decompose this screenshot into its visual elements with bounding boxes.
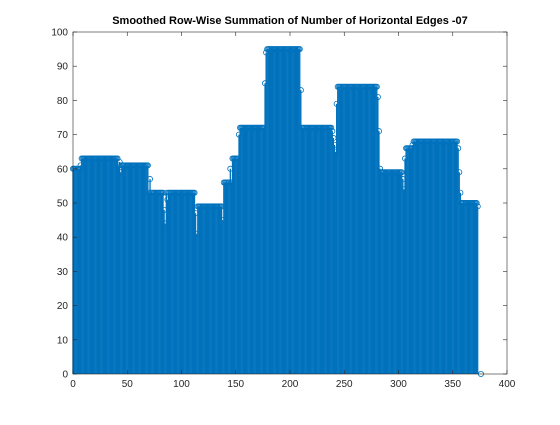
stem-marker <box>332 148 339 155</box>
stem-marker <box>297 87 304 94</box>
x-tick-label: 200 <box>282 379 299 390</box>
stem-lines <box>72 49 479 374</box>
stem-marker <box>191 189 198 196</box>
stem-marker <box>234 155 241 162</box>
stem-marker <box>164 196 171 203</box>
y-tick-label: 70 <box>57 130 69 141</box>
y-tick-label: 20 <box>57 301 69 312</box>
y-tick-label: 30 <box>57 267 69 278</box>
y-tick-label: 60 <box>57 164 69 175</box>
stem-marker <box>226 179 233 186</box>
x-axis: 0 50 100 150 200 250 300 350 400 <box>70 32 516 390</box>
y-tick-label: 100 <box>51 28 68 39</box>
x-tick-label: 50 <box>122 379 134 390</box>
chart-title: Smoothed Row-Wise Summation of Number of… <box>112 15 468 27</box>
stem-marker <box>236 131 243 138</box>
stem-marker <box>375 128 382 135</box>
stem-marker <box>147 176 154 183</box>
stem-marker <box>374 93 381 100</box>
stem-marker <box>328 124 335 131</box>
stem-marker <box>408 145 415 152</box>
y-tick-label: 0 <box>62 370 68 381</box>
stem-marker <box>329 128 336 135</box>
x-tick-label: 350 <box>444 379 461 390</box>
stem-marker <box>296 46 303 53</box>
stem-marker <box>219 217 226 224</box>
stem-marker <box>454 138 461 145</box>
stem-marker <box>400 186 407 193</box>
stem-marker <box>117 169 124 176</box>
stem-marker <box>456 169 463 176</box>
stem-marker <box>260 124 267 131</box>
y-tick-label: 40 <box>57 233 69 244</box>
stem-marker <box>228 179 235 186</box>
stem-marker <box>193 230 200 237</box>
stem-marker <box>227 165 234 172</box>
stem-marker <box>77 162 84 169</box>
stem-marker <box>455 145 462 152</box>
stem-marker <box>218 203 225 210</box>
y-axis: 0 10 20 30 40 50 60 70 80 90 100 <box>51 28 507 381</box>
x-tick-label: 150 <box>227 379 244 390</box>
stem-marker <box>473 199 480 206</box>
y-tick-label: 50 <box>57 199 69 210</box>
stem-marker <box>398 169 405 176</box>
x-tick-label: 250 <box>336 379 353 390</box>
stem-marker <box>333 100 340 107</box>
y-tick-label: 90 <box>57 62 69 73</box>
stem-marker <box>474 203 481 210</box>
y-tick-label: 80 <box>57 96 69 107</box>
stem-marker <box>144 162 151 169</box>
x-tick-label: 100 <box>173 379 190 390</box>
stem-marker <box>262 80 269 87</box>
y-tick-label: 10 <box>57 335 69 346</box>
stem-marker <box>399 176 406 183</box>
stem-marker <box>161 206 168 213</box>
x-tick-label: 400 <box>499 379 516 390</box>
x-tick-label: 300 <box>390 379 407 390</box>
stem-marker <box>373 83 380 90</box>
stem-marker <box>162 220 169 227</box>
stem-marker <box>457 189 464 196</box>
stem-marker <box>402 155 409 162</box>
x-tick-label: 0 <box>70 379 76 390</box>
stem-marker <box>330 135 337 142</box>
stem-marker <box>192 210 199 217</box>
stem-marker <box>331 141 338 148</box>
